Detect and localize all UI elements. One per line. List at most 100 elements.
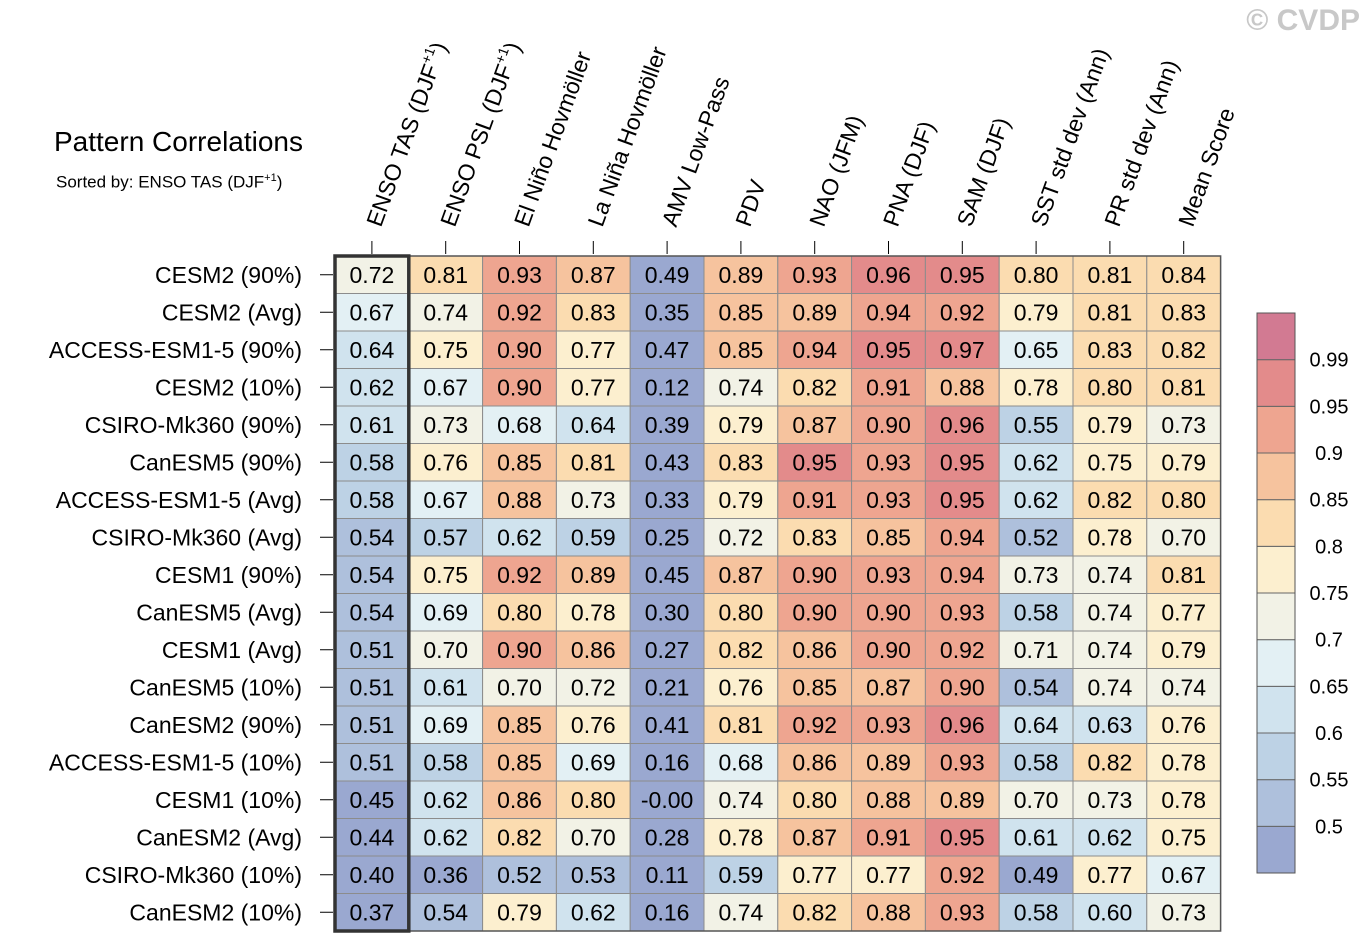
cell-value: 0.73 xyxy=(1088,787,1133,813)
column-label: PDV xyxy=(730,176,771,230)
heatmap-cell xyxy=(998,630,1074,669)
heatmap-cell xyxy=(924,780,1000,819)
cell-value: 0.79 xyxy=(719,487,764,513)
heatmap-cell xyxy=(703,818,779,857)
cell-value: 0.45 xyxy=(645,562,690,588)
colorbar-label: 0.99 xyxy=(1310,350,1349,372)
colorbar-label: 0.65 xyxy=(1310,676,1349,698)
cell-value: 0.51 xyxy=(350,637,395,663)
cell-value: 0.43 xyxy=(645,449,690,475)
cell-value: 0.95 xyxy=(866,337,911,363)
cell-value: 0.77 xyxy=(571,374,616,400)
cell-value: 0.81 xyxy=(1088,262,1133,288)
heatmap-cell xyxy=(408,330,484,369)
cell-value: 0.41 xyxy=(645,712,690,738)
heatmap-cell xyxy=(703,780,779,819)
cell-value: 0.68 xyxy=(719,749,764,775)
cell-value: 0.63 xyxy=(1088,712,1133,738)
cell-value: 0.85 xyxy=(792,674,837,700)
heatmap-cell xyxy=(998,555,1074,594)
cell-value: 0.89 xyxy=(940,787,985,813)
heatmap-cell xyxy=(851,893,926,932)
cell-value: 0.81 xyxy=(571,449,616,475)
cell-value: 0.77 xyxy=(866,862,911,888)
heatmap-cell xyxy=(555,893,631,932)
cell-value: 0.67 xyxy=(350,299,395,325)
heatmap-cell xyxy=(777,705,853,744)
heatmap-cell xyxy=(629,630,705,669)
cell-value: 0.78 xyxy=(1014,374,1059,400)
cell-value: 0.86 xyxy=(792,637,837,663)
cell-value: 0.94 xyxy=(866,299,911,325)
cell-value: 0.87 xyxy=(866,674,911,700)
cell-value: 0.89 xyxy=(792,299,837,325)
cell-value: 0.74 xyxy=(1088,562,1133,588)
cell-value: 0.89 xyxy=(866,749,911,775)
heatmap-cell xyxy=(703,405,779,444)
cell-value: 0.77 xyxy=(1161,599,1206,625)
heatmap-cell xyxy=(408,593,484,632)
cell-value: 0.83 xyxy=(1161,299,1206,325)
cell-value: 0.79 xyxy=(497,899,542,925)
heatmap-cell xyxy=(777,518,853,557)
cell-value: 0.28 xyxy=(645,824,690,850)
colorbar-label: 0.55 xyxy=(1310,770,1349,792)
heatmap-cell xyxy=(334,893,410,932)
heatmap-cell xyxy=(924,480,1000,519)
chart-title: Pattern Correlations xyxy=(54,126,304,157)
heatmap-cell xyxy=(777,443,853,482)
colorbar-segment xyxy=(1256,639,1296,687)
heatmap-cell xyxy=(482,555,557,594)
row-label: ACCESS-ESM1-5 (Avg) xyxy=(56,487,302,513)
cell-value: 0.11 xyxy=(646,862,689,888)
heatmap-cell xyxy=(1146,255,1222,294)
cell-value: 0.89 xyxy=(719,262,764,288)
cell-value: 0.70 xyxy=(571,824,616,850)
heatmap-cell xyxy=(482,443,557,482)
cell-value: 0.77 xyxy=(792,862,837,888)
heatmap-cell xyxy=(777,855,853,894)
cell-value: 0.81 xyxy=(1161,562,1206,588)
cell-value: 0.81 xyxy=(423,262,468,288)
cell-value: 0.54 xyxy=(423,899,468,925)
heatmap-cell xyxy=(777,330,853,369)
cell-value: 0.72 xyxy=(719,524,764,550)
cell-value: 0.90 xyxy=(866,412,911,438)
cell-value: 0.91 xyxy=(866,824,911,850)
heatmap-cell xyxy=(334,668,410,707)
cell-value: 0.82 xyxy=(1088,487,1133,513)
heatmap-cell xyxy=(1146,705,1222,744)
heatmap-cell xyxy=(334,330,410,369)
cell-value: 0.58 xyxy=(350,449,395,475)
cell-value: 0.70 xyxy=(497,674,542,700)
cell-value: 0.58 xyxy=(1014,599,1059,625)
heatmap-cell xyxy=(482,480,557,519)
cell-value: 0.73 xyxy=(1161,412,1206,438)
cell-value: 0.82 xyxy=(497,824,542,850)
heatmap-cell xyxy=(629,405,705,444)
cell-value: 0.59 xyxy=(719,862,764,888)
cell-value: 0.96 xyxy=(866,262,911,288)
cell-value: 0.82 xyxy=(792,374,837,400)
heatmap-cell xyxy=(924,855,1000,894)
cell-value: 0.75 xyxy=(1088,449,1133,475)
heatmap-cell xyxy=(555,855,631,894)
cell-value: 0.78 xyxy=(571,599,616,625)
cell-value: 0.97 xyxy=(940,337,985,363)
cell-value: 0.85 xyxy=(719,299,764,325)
cell-value: 0.88 xyxy=(940,374,985,400)
cell-value: 0.95 xyxy=(940,824,985,850)
cell-value: 0.62 xyxy=(1014,449,1059,475)
cell-value: 0.80 xyxy=(792,787,837,813)
heatmap-cell xyxy=(1146,405,1222,444)
heatmap-cell xyxy=(851,818,926,857)
cell-value: 0.86 xyxy=(571,637,616,663)
heatmap-cell xyxy=(703,593,779,632)
cell-value: 0.74 xyxy=(719,787,764,813)
heatmap-cell xyxy=(555,668,631,707)
cell-value: 0.51 xyxy=(350,674,395,700)
colorbar-label: 0.9 xyxy=(1315,443,1343,465)
cell-value: 0.54 xyxy=(1014,674,1059,700)
cell-value: 0.94 xyxy=(940,524,985,550)
cell-value: 0.73 xyxy=(1014,562,1059,588)
